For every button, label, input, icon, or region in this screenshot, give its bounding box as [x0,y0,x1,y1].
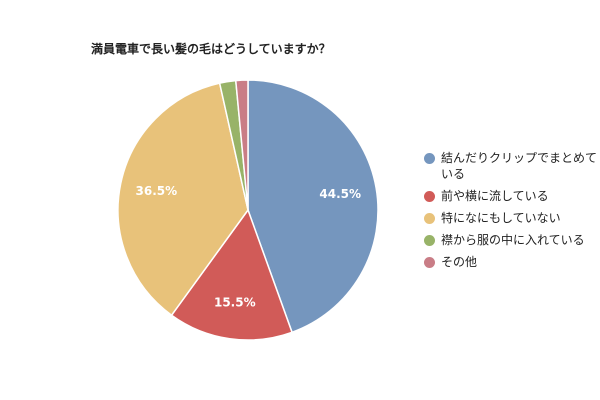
slice-value-label-2: 15.5% [214,296,256,310]
legend-label-1: 結んだりクリップでまとめている [441,151,598,181]
legend-swatch-3 [424,213,435,224]
legend-label-3: 特になにもしていない [441,211,561,225]
legend-swatch-5 [424,257,435,268]
legend-label-4: 襟から服の中に入れている [441,233,585,247]
legend-swatch-2 [424,191,435,202]
pie-slice-5 [234,79,249,211]
pie-slice-1 [247,79,379,334]
pie-slice-3 [117,82,249,317]
legend-item-5: その他 [424,254,600,270]
legend-label-2: 前や横に流している [441,189,549,203]
slice-value-label-3: 36.5% [136,184,178,198]
legend-item-2: 前や横に流している [424,188,600,204]
slice-value-label-1: 44.5% [319,187,361,201]
chart-title: 満員電車で長い髪の毛はどうしていますか？ [91,42,331,56]
legend-swatch-1 [424,153,435,164]
legend-swatch-4 [424,235,435,246]
legend: 結んだりクリップでまとめている前や横に流している 特になにもしていない襟から服の中… [424,150,600,276]
pie-slice-2 [170,208,293,341]
legend-label-5: その他 [441,255,478,269]
legend-item-1: 結んだりクリップでまとめている [424,150,600,182]
legend-item-4: 襟から服の中に入れている [424,232,600,248]
legend-item-3: 特になにもしていない [424,210,600,226]
